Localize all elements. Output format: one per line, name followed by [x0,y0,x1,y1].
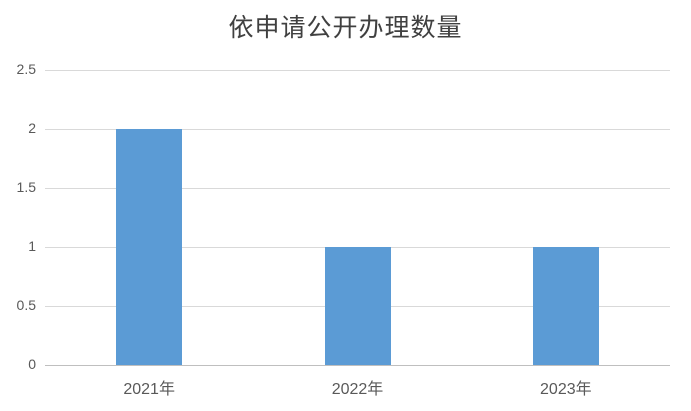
x-axis-tick-label: 2023年 [540,381,592,398]
y-axis-tick-label: 0.5 [16,297,36,313]
y-axis-tick-label: 1.5 [16,179,36,195]
chart-title: 依申请公开办理数量 [228,13,463,42]
y-axis-tick-label: 2 [28,120,36,136]
gridline [45,129,670,130]
bar-2021年 [116,129,183,365]
gridline [45,70,670,71]
bar-2022年 [324,247,391,365]
plot-area: 0 0.5 1 1.5 2 2.5 2021年 2022年 2023年 [17,61,670,398]
x-axis-line [45,365,670,366]
y-axis-tick-label: 1 [28,238,36,254]
x-axis-tick-label: 2022年 [331,381,384,398]
y-axis-tick-label: 2.5 [16,61,36,77]
y-axis-tick-label: 0 [28,356,36,372]
x-axis-tick-label: 2021年 [123,381,175,398]
gridline [45,188,670,189]
bar-2023年 [532,247,599,365]
